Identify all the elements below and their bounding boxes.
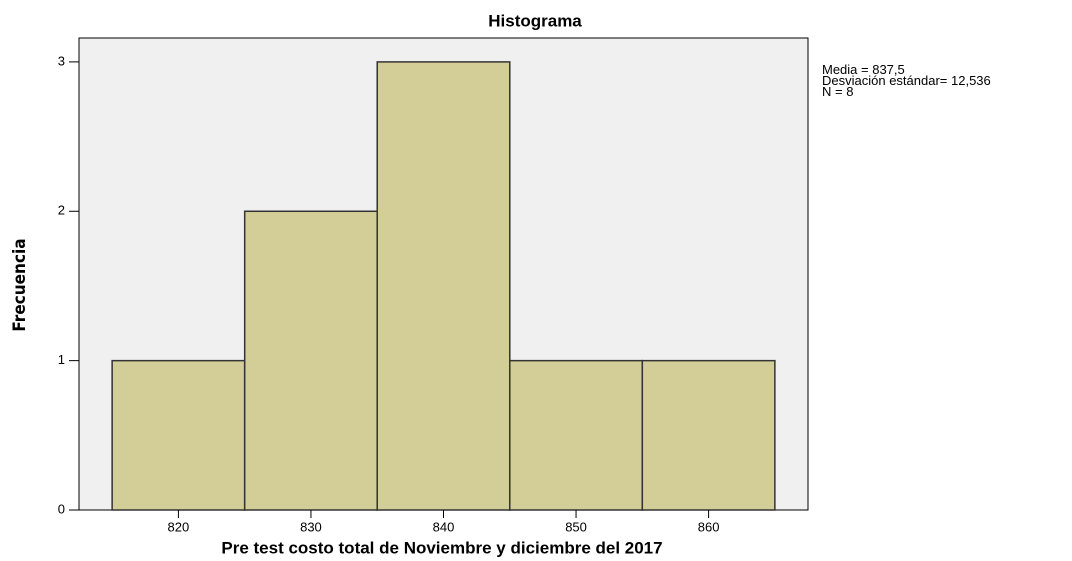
y-tick-label: 0 — [58, 501, 65, 516]
stat-text: Media = 837,5 — [822, 62, 905, 77]
stat-text: N = 8 — [822, 84, 853, 99]
x-tick-label: 830 — [300, 519, 322, 534]
x-axis-label: Pre test costo total de Noviembre y dici… — [221, 538, 662, 557]
chart-title: Histograma — [488, 11, 582, 30]
bar — [376, 61, 511, 511]
stat-text: Desviación estándar= 12,536 — [822, 73, 991, 88]
y-axis-label: Frecuencia — [10, 238, 30, 331]
y-tick-label: 2 — [58, 203, 65, 218]
x-tick-label: 840 — [433, 519, 455, 534]
bar — [509, 359, 644, 511]
y-tick-label: 3 — [58, 53, 65, 68]
x-tick-label: 860 — [698, 519, 720, 534]
bar — [641, 359, 776, 511]
x-tick-label: 820 — [168, 519, 190, 534]
x-tick-label: 850 — [565, 519, 587, 534]
y-tick-label: 1 — [58, 352, 65, 367]
bar — [243, 210, 378, 511]
bar — [111, 359, 246, 511]
